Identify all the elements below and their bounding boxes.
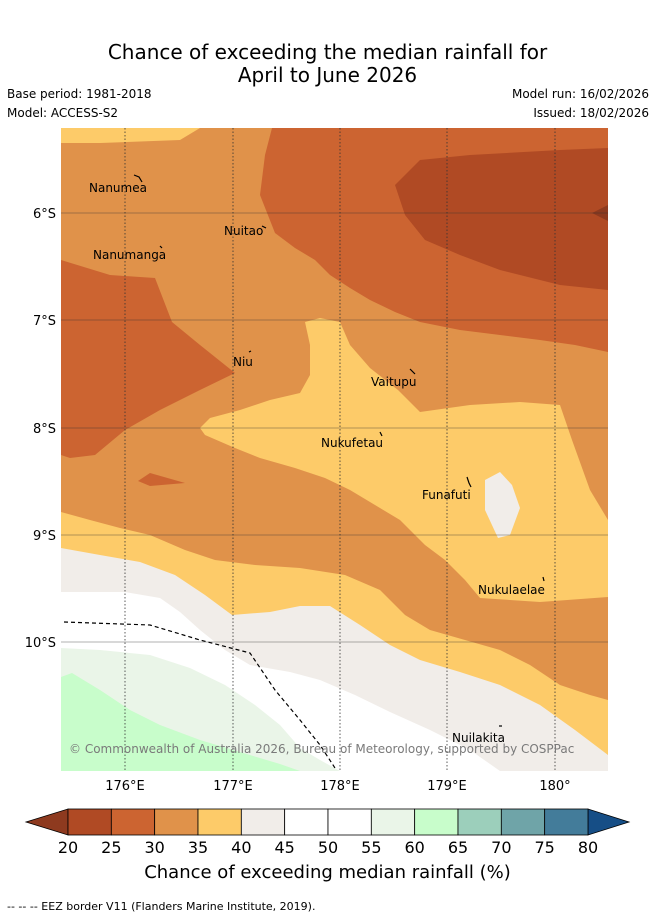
place-label-nukufetau: Nukufetau: [321, 436, 383, 450]
place-label-nuilakita: Nuilakita: [452, 731, 505, 745]
lat-label: 9°S: [33, 529, 56, 544]
colorbar-tick-label: 35: [188, 838, 208, 857]
lat-label: 8°S: [33, 422, 56, 437]
base-period: Base period: 1981-2018: [7, 87, 152, 101]
place-label-niu: Niu: [233, 355, 253, 369]
place-label-vaitupu: Vaitupu: [371, 375, 417, 389]
contour-25-30-west: [61, 260, 235, 458]
colorbar: [24, 808, 631, 836]
colorbar-segment: [457, 808, 502, 836]
place-label-nuitao: Nuitao: [224, 224, 263, 238]
map-title-line-1: Chance of exceeding the median rainfall …: [107, 40, 548, 64]
island-mark-vaitupu: [409, 368, 416, 375]
eez-border-line: [63, 621, 336, 769]
colorbar-tick-label: 20: [58, 838, 78, 857]
lon-label: 177°E: [213, 779, 253, 794]
colorbar-tick-labels: 20 25 30 35 40 45 50 55 60 65 70 75 80: [58, 838, 598, 857]
longitude-labels: 176°E 177°E 178°E 179°E 180°: [105, 779, 570, 794]
colorbar-tick-label: 55: [361, 838, 381, 857]
colorbar-tick-label: 40: [231, 838, 251, 857]
colorbar-segment: [284, 808, 329, 836]
colorbar-tick-label: 30: [144, 838, 164, 857]
lon-label: 176°E: [105, 779, 145, 794]
colorbar-segment: [327, 808, 372, 836]
colorbar-tick-label: 50: [318, 838, 338, 857]
island-mark-funafuti: [466, 476, 472, 488]
island-mark-nukulaelae: [542, 576, 545, 582]
colorbar-segment: [154, 808, 199, 836]
colorbar-segment: [500, 808, 546, 836]
contour-40-45-funafuti: [485, 472, 520, 538]
colorbar-tick-label: 80: [578, 838, 598, 857]
colorbar-tick-label: 45: [274, 838, 294, 857]
colorbar-segment: [240, 808, 286, 836]
island-mark-nanumea: [133, 174, 143, 183]
contour-25-30-west-patch: [138, 473, 185, 486]
colorbar-under-arrow: [24, 808, 69, 836]
island-mark-niu: [248, 350, 252, 353]
island-marks: [133, 174, 545, 727]
map-gridlines: [61, 128, 608, 771]
model-name: Model: ACCESS-S2: [7, 106, 119, 120]
lat-label: 7°S: [33, 314, 56, 329]
copyright-notice: © Commonwealth of Australia 2026, Bureau…: [69, 742, 574, 756]
lat-label: 10°S: [25, 636, 56, 651]
island-mark-nuitao: [261, 225, 267, 229]
lon-label: 178°E: [320, 779, 360, 794]
contour-35-40-north: [61, 128, 200, 143]
colorbar-tick-label: 75: [534, 838, 554, 857]
colorbar-tick-label: 70: [491, 838, 511, 857]
colorbar-segment: [110, 808, 156, 836]
place-label-funafuti: Funafuti: [422, 488, 471, 502]
colorbar-title: Chance of exceeding median rainfall (%): [144, 862, 511, 883]
colorbar-tick-label: 25: [101, 838, 121, 857]
colorbar-segment: [197, 808, 242, 836]
island-mark-nanumanga: [159, 245, 163, 249]
place-label-nanumanga: Nanumanga: [93, 248, 166, 262]
model-run: Model run: 16/02/2026: [511, 87, 649, 101]
colorbar-segment: [67, 808, 112, 836]
eez-legend-note: -- -- -- EEZ border V11 (Flanders Marine…: [7, 900, 316, 913]
lon-label: 179°E: [427, 779, 467, 794]
rainfall-map: [61, 128, 608, 771]
colorbar-segment: [370, 808, 416, 836]
latitude-labels: 6°S 7°S 8°S 9°S 10°S: [25, 207, 56, 651]
issued-date: Issued: 18/02/2026: [533, 106, 649, 120]
colorbar-tick-label: 60: [404, 838, 424, 857]
colorbar-over-arrow: [587, 808, 631, 836]
place-label-nanumea: Nanumea: [89, 181, 147, 195]
map-title-line-2: April to June 2026: [237, 63, 418, 87]
colorbar-segment: [544, 808, 589, 836]
lon-label: 180°: [539, 779, 570, 794]
colorbar-tick-label: 65: [448, 838, 468, 857]
place-label-nukulaelae: Nukulaelae: [478, 583, 545, 597]
lat-label: 6°S: [33, 207, 56, 222]
colorbar-segment: [414, 808, 459, 836]
contour-60-65-south: [61, 673, 300, 771]
island-mark-nukufetau: [379, 431, 383, 437]
